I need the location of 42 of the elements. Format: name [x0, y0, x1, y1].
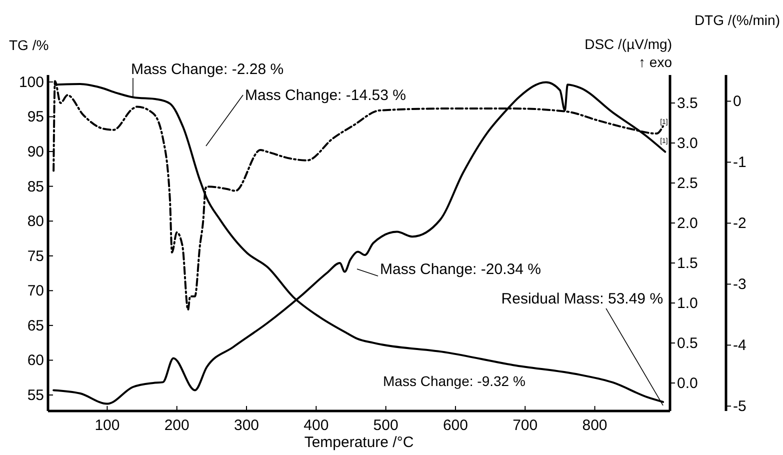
y3-tick-label: -3	[733, 276, 746, 294]
y2-tick-label: 0.0	[677, 375, 698, 392]
y2-tick-label: 1.5	[677, 255, 698, 272]
annotation: Mass Change: -20.34 %	[380, 261, 541, 278]
text: ↑ exo	[638, 54, 672, 70]
annotation: Mass Change: -14.53 %	[245, 87, 406, 104]
y2-tick-label: 2.5	[677, 175, 698, 192]
y-tick-label: 85	[27, 178, 44, 196]
x-tick-label: 100	[94, 417, 120, 434]
y2-tick-label: 3.5	[677, 95, 698, 112]
x-tick-label: 500	[373, 417, 398, 434]
y-tick-label: 70	[27, 282, 44, 300]
x-tick-label: 700	[512, 417, 538, 434]
y-tick-label: 75	[27, 248, 44, 265]
y3-tick-label: -1	[733, 154, 746, 172]
y-tick-label: 80	[27, 213, 44, 230]
annotation: Mass Change: -2.28 %	[130, 60, 284, 78]
annotation: Residual Mass: 53.49 %	[501, 290, 664, 308]
y-tick-label: 90	[27, 144, 44, 161]
y2-tick-label: 3.0	[677, 135, 698, 152]
y-tick-label: 55	[27, 387, 44, 404]
x-tick-label: 800	[582, 417, 608, 434]
y-tick-label: 60	[27, 352, 44, 370]
y-axis-title: TG /%	[9, 37, 49, 53]
y2-tick-label: 1.0	[677, 295, 698, 312]
y-tick-label: 65	[27, 317, 44, 334]
y2-tick-label: 0.5	[677, 335, 698, 352]
x-tick-label: 600	[442, 417, 468, 434]
y3-axis-title: DTG /(%/min)	[694, 12, 780, 28]
x-tick-label: 400	[304, 417, 329, 434]
y3-tick-label: -2	[733, 215, 746, 232]
x-axis-title: Temperature /°C	[304, 434, 414, 451]
y2-axis-title: DSC /(µV/mg)	[584, 36, 672, 52]
y-tick-label: 100	[18, 74, 44, 91]
y3-tick-label: -4	[733, 337, 746, 354]
annotation: Mass Change: -9.32 %	[383, 373, 526, 389]
y-tick-label: 95	[27, 108, 44, 126]
y2-tick-label: 2.0	[677, 215, 698, 232]
y3-tick-label: 0	[733, 93, 742, 110]
y3-tick-label: -5	[733, 398, 746, 416]
x-tick-label: 200	[164, 417, 190, 434]
x-tick-label: 300	[234, 417, 260, 434]
